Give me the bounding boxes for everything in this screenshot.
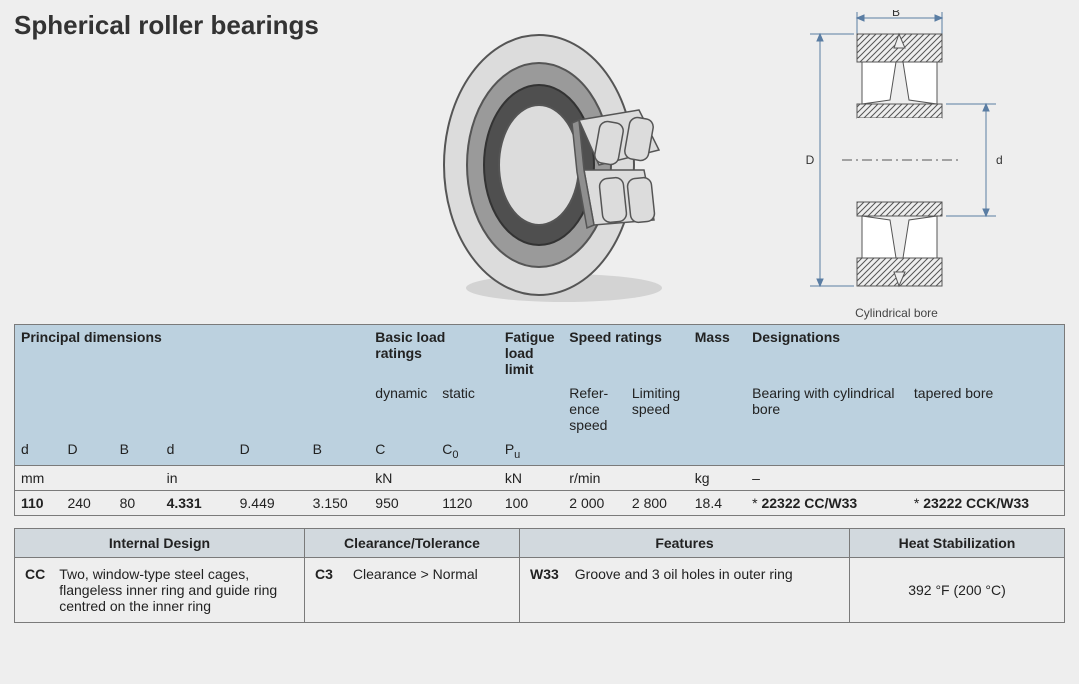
feat-clearance: C3 Clearance > Normal	[305, 557, 520, 622]
hdr-mass: Mass	[689, 325, 746, 382]
sym-D-in: D	[234, 437, 307, 465]
feat-internal-text: Two, window-type steel cages, flangeless…	[59, 566, 294, 614]
feat-feat-text: Groove and 3 oil holes in outer ring	[575, 566, 793, 582]
hdr-ref-speed: Refer-ence speed	[563, 381, 626, 437]
unit-mm: mm	[15, 465, 161, 490]
hdr-dynamic: dynamic	[369, 381, 436, 437]
val-Pu: 100	[499, 490, 563, 515]
val-desig-tap: * 23222 CCK/W33	[908, 490, 1065, 515]
diagram-caption: Cylindrical bore	[855, 306, 938, 320]
features-table: Internal Design Clearance/Tolerance Feat…	[14, 528, 1065, 623]
feat-hdr-features: Features	[520, 528, 850, 557]
hdr-tap-bore: tapered bore	[908, 381, 1065, 437]
val-mass: 18.4	[689, 490, 746, 515]
sym-B-in: B	[307, 437, 370, 465]
feat-feat-code: W33	[530, 566, 565, 582]
val-D-mm: 240	[61, 490, 113, 515]
unit-dash: –	[746, 465, 1064, 490]
val-desig-cyl: * 22322 CC/W33	[746, 490, 908, 515]
feat-hdr-clearance: Clearance/Tolerance	[305, 528, 520, 557]
val-C: 950	[369, 490, 436, 515]
dim-label-d: d	[996, 153, 1003, 167]
sym-B-mm: B	[114, 437, 161, 465]
sym-Pu: Pu	[499, 437, 563, 465]
sym-d-mm: d	[15, 437, 62, 465]
val-d-in: 4.331	[161, 490, 234, 515]
unit-rmin: r/min	[563, 465, 688, 490]
hdr-designations: Designations	[746, 325, 1064, 382]
feat-internal-code: CC	[25, 566, 51, 614]
feat-hdr-internal: Internal Design	[15, 528, 305, 557]
feat-hdr-heat: Heat Stabilization	[850, 528, 1065, 557]
hdr-speed: Speed ratings	[563, 325, 688, 382]
page-title: Spherical roller bearings	[14, 10, 374, 41]
sym-C: C	[369, 437, 436, 465]
val-ref-speed: 2 000	[563, 490, 626, 515]
hdr-lim-speed: Limiting speed	[626, 381, 689, 437]
feat-clearance-code: C3	[315, 566, 339, 582]
unit-kN2: kN	[499, 465, 563, 490]
dim-label-D: D	[805, 153, 814, 167]
data-row: 110 240 80 4.331 9.449 3.150 950 1120 10…	[15, 490, 1065, 515]
unit-kg: kg	[689, 465, 746, 490]
val-B-mm: 80	[114, 490, 161, 515]
val-D-in: 9.449	[234, 490, 307, 515]
val-d-mm: 110	[15, 490, 62, 515]
sym-C0: C0	[436, 437, 499, 465]
bearing-dimensional-drawing: B D d	[762, 10, 1032, 300]
hdr-fatigue: Fatigue load limit	[499, 325, 563, 382]
sym-D-mm: D	[61, 437, 113, 465]
unit-in: in	[161, 465, 370, 490]
feat-internal: CC Two, window-type steel cages, flangel…	[15, 557, 305, 622]
val-B-in: 3.150	[307, 490, 370, 515]
feat-clearance-text: Clearance > Normal	[353, 566, 478, 582]
hdr-principal: Principal dimensions	[15, 325, 370, 382]
hdr-cyl-bore: Bearing with cylindrical bore	[746, 381, 908, 437]
val-C0: 1120	[436, 490, 499, 515]
bearing-3d-illustration	[374, 10, 744, 320]
hdr-basic-load: Basic load ratings	[369, 325, 499, 382]
feat-heat: 392 °F (200 °C)	[850, 557, 1065, 622]
sym-d-in: d	[161, 437, 234, 465]
specification-table: Principal dimensions Basic load ratings …	[14, 324, 1065, 516]
hdr-static: static	[436, 381, 499, 437]
feat-features: W33 Groove and 3 oil holes in outer ring	[520, 557, 850, 622]
val-lim-speed: 2 800	[626, 490, 689, 515]
unit-kN: kN	[369, 465, 499, 490]
dim-label-B: B	[891, 10, 899, 19]
